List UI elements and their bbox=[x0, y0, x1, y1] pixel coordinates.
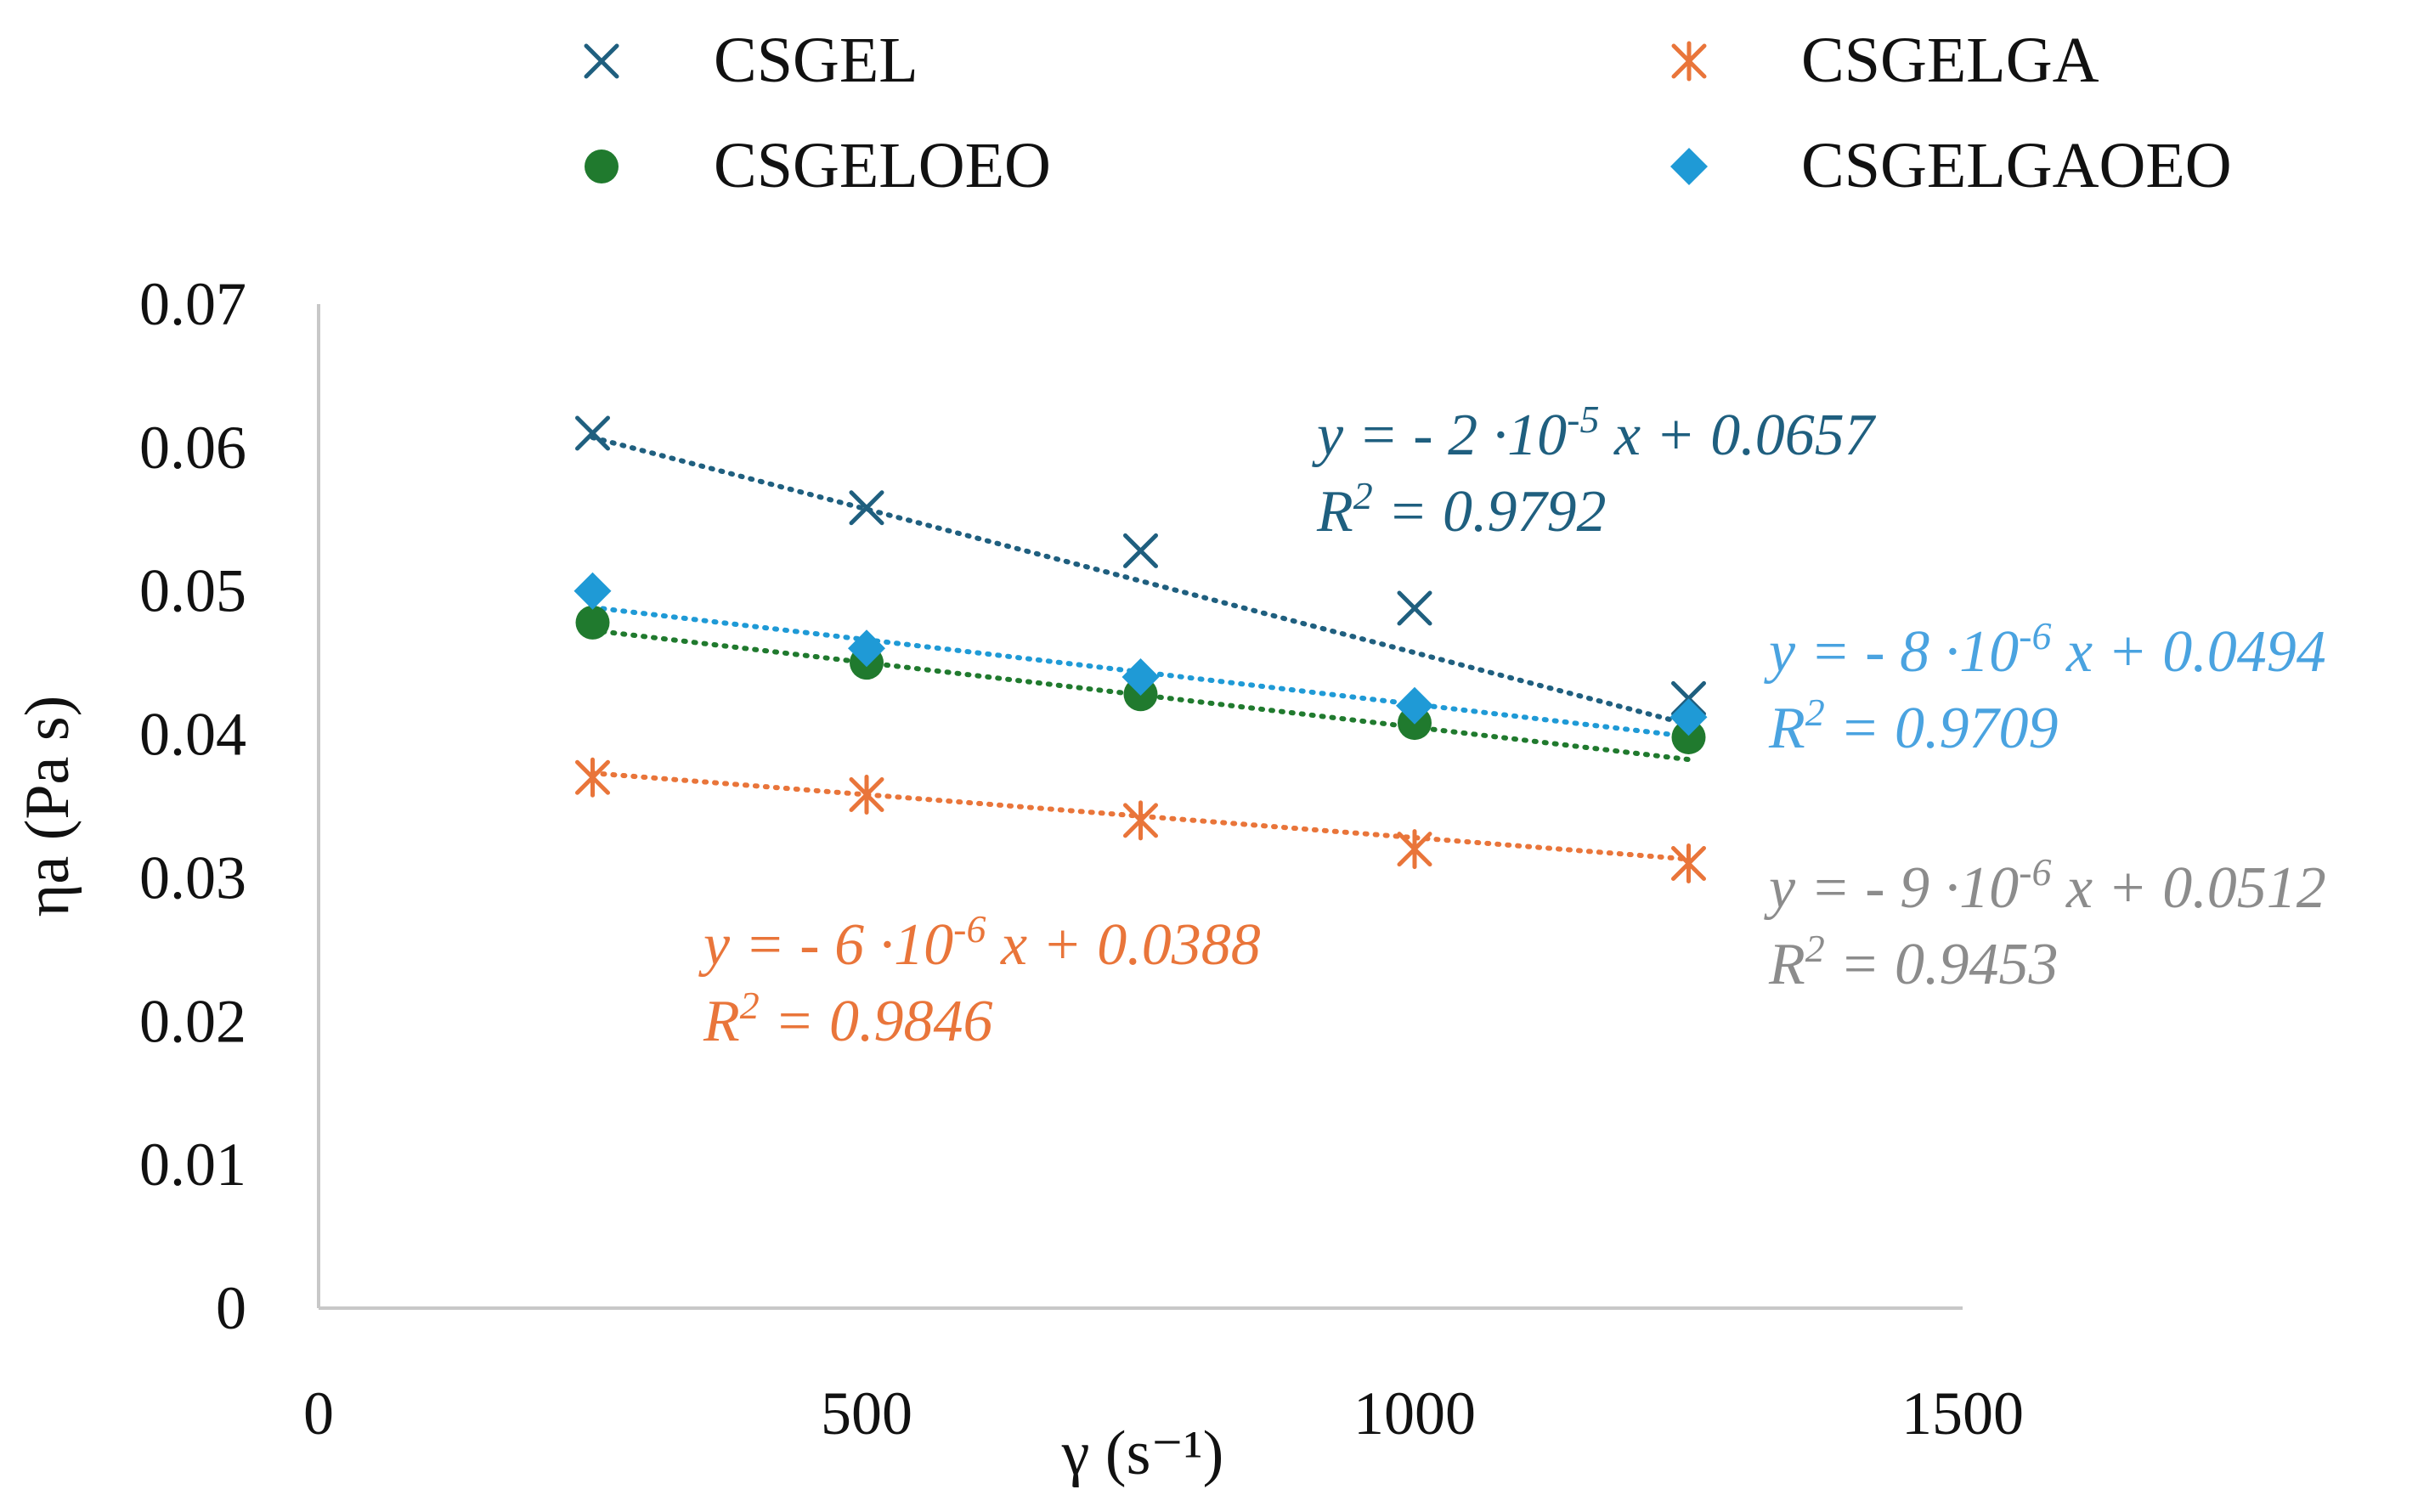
legend-marker-csgelgaoeo bbox=[1670, 148, 1708, 185]
legend-item-csgelga: CSGELGA bbox=[1671, 25, 2099, 96]
legend-label-csgelga: CSGELGA bbox=[1801, 25, 2099, 96]
data-points bbox=[573, 415, 1708, 884]
data-point-csgeloeo bbox=[575, 605, 610, 640]
y-tick-label: 0 bbox=[216, 1274, 246, 1342]
data-point-csgelgaoeo bbox=[848, 629, 885, 668]
y-tick-label: 0.06 bbox=[139, 414, 246, 482]
legend-label-csgeloeo: CSGELOEO bbox=[714, 130, 1051, 201]
legend-label-csgel: CSGEL bbox=[714, 25, 918, 96]
legend-marker-csgel bbox=[584, 43, 619, 79]
data-point-csgel bbox=[849, 490, 884, 526]
y-axis-title: ηa (Pa s) bbox=[13, 696, 82, 917]
data-point-csgeloeo bbox=[1671, 719, 1706, 754]
y-tick-label: 0.04 bbox=[139, 701, 246, 769]
data-point-csgelgaoeo bbox=[573, 572, 612, 610]
data-point-csgel bbox=[1123, 533, 1158, 568]
legend-item-csgel: CSGEL bbox=[584, 25, 918, 96]
y-tick-label: 0.07 bbox=[139, 270, 246, 338]
data-point-csgelgaoeo bbox=[1669, 698, 1708, 736]
legend-item-csgelgaoeo: CSGELGAOEO bbox=[1670, 130, 2232, 201]
data-point-csgelgaoeo bbox=[1396, 686, 1433, 725]
data-point-csgelga bbox=[1671, 843, 1706, 884]
legend-item-csgeloeo: CSGELOEO bbox=[585, 130, 1051, 201]
x-axis-title: γ (s⁻¹) bbox=[1061, 1419, 1224, 1488]
x-tick-label: 0 bbox=[303, 1379, 334, 1447]
y-tick-label: 0.03 bbox=[139, 843, 246, 911]
trend-equation: y = - 8 ·10-6 x + 0.0494 bbox=[1764, 614, 2326, 685]
r-squared-label: R2 = 0.9453 bbox=[1768, 927, 2059, 997]
x-tick-label: 500 bbox=[821, 1379, 912, 1447]
r-squared-label: R2 = 0.9792 bbox=[1316, 474, 1607, 544]
x-tick-label: 1500 bbox=[1901, 1379, 2024, 1447]
data-point-csgel bbox=[575, 415, 610, 451]
trend-equation: y = - 6 ·10-6 x + 0.0388 bbox=[698, 907, 1261, 978]
legend-label-csgelgaoeo: CSGELGAOEO bbox=[1801, 130, 2232, 201]
y-tick-label: 0.01 bbox=[139, 1131, 246, 1199]
trend-equation: y = - 2 ·10-5 x + 0.0657 bbox=[1312, 398, 1877, 468]
legend-marker-csgelga bbox=[1671, 41, 1707, 82]
axes: 0 0.01 0.02 0.03 0.04 0.05 0.06 0.07 0 500 1000 150… bbox=[13, 270, 2024, 1488]
data-point-csgel bbox=[1397, 590, 1432, 626]
legend-marker-csgeloeo bbox=[585, 150, 619, 183]
data-point-csgelga bbox=[575, 757, 610, 798]
data-point-csgelga bbox=[1123, 800, 1158, 841]
trend-equation: y = - 9 ·10-6 x + 0.0512 bbox=[1764, 850, 2326, 921]
x-tick-label: 1000 bbox=[1353, 1379, 1476, 1447]
legend: CSGEL CSGELGA CSGELOEO CSGELGAOEO bbox=[584, 25, 2232, 201]
data-point-csgelga bbox=[1397, 829, 1432, 870]
data-point-csgelga bbox=[849, 774, 884, 815]
r-squared-label: R2 = 0.9846 bbox=[703, 984, 993, 1054]
r-squared-label: R2 = 0.9709 bbox=[1768, 691, 2059, 761]
data-point-csgelgaoeo bbox=[1121, 658, 1160, 697]
y-tick-label: 0.02 bbox=[139, 987, 246, 1055]
y-tick-label: 0.05 bbox=[139, 557, 246, 625]
